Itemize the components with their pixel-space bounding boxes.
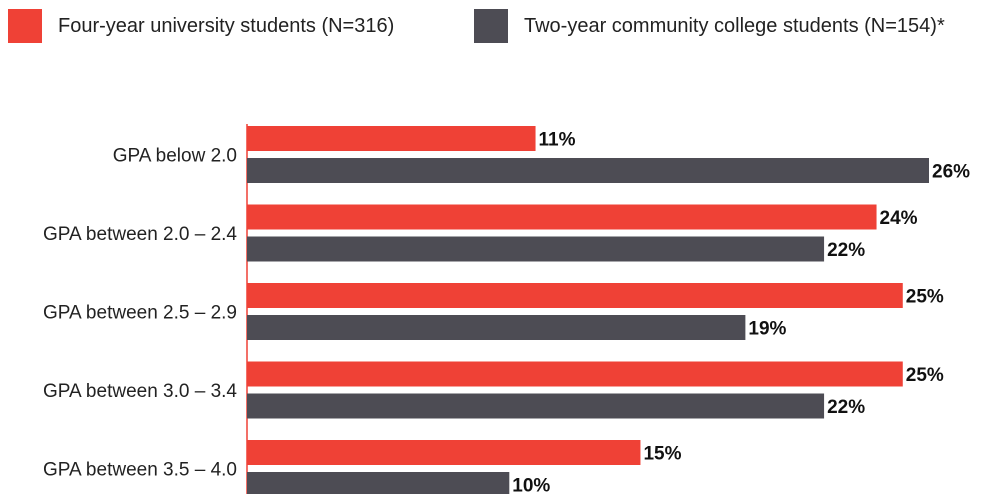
bar-two-year xyxy=(247,158,929,183)
legend-label-two-year: Two-year community college students (N=1… xyxy=(524,14,945,37)
value-label-four-year: 24% xyxy=(880,208,918,229)
legend-swatch-four-year xyxy=(8,9,42,43)
legend-label-four-year: Four-year university students (N=316) xyxy=(58,14,395,37)
value-label-four-year: 25% xyxy=(906,365,944,386)
category-label: GPA between 3.0 – 3.4 xyxy=(43,381,237,402)
category-label: GPA between 2.5 – 2.9 xyxy=(43,303,237,324)
legend-swatch-two-year xyxy=(474,9,508,43)
value-label-four-year: 15% xyxy=(643,444,681,465)
bar-two-year xyxy=(247,315,746,340)
category-label: GPA between 2.0 – 2.4 xyxy=(43,224,237,245)
bar-four-year xyxy=(247,283,903,308)
bar-four-year xyxy=(247,126,536,151)
value-label-two-year: 26% xyxy=(932,162,970,183)
value-label-two-year: 22% xyxy=(827,397,865,418)
value-label-four-year: 11% xyxy=(539,130,576,151)
category-label: GPA below 2.0 xyxy=(113,146,237,167)
value-label-four-year: 25% xyxy=(906,287,944,308)
bar-two-year xyxy=(247,393,825,419)
bar-two-year xyxy=(247,472,510,494)
bar-four-year xyxy=(247,440,641,465)
legend-item-four-year: Four-year university students (N=316) xyxy=(8,8,394,44)
chart-legend: Four-year university students (N=316) Tw… xyxy=(8,8,998,44)
value-label-two-year: 10% xyxy=(512,476,550,494)
value-label-two-year: 19% xyxy=(748,319,786,340)
bar-two-year xyxy=(247,236,825,262)
value-label-two-year: 22% xyxy=(827,240,865,261)
category-label: GPA between 3.5 – 4.0 xyxy=(43,460,237,481)
bar-four-year xyxy=(247,361,903,387)
legend-item-two-year: Two-year community college students (N=1… xyxy=(474,8,945,44)
bar-four-year xyxy=(247,204,877,230)
